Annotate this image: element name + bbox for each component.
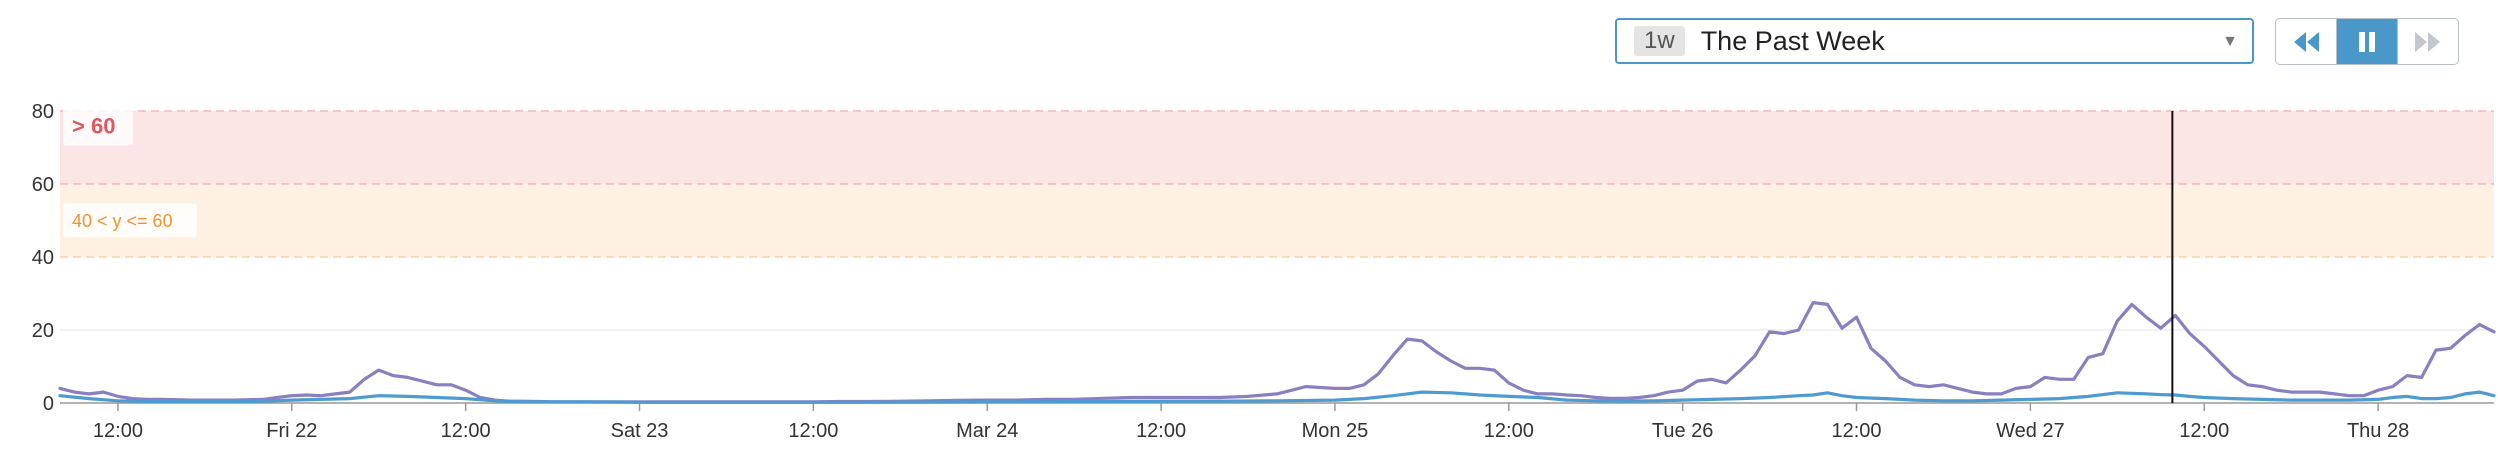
x-tick-label: Mar 24	[956, 420, 1018, 442]
x-tick-label: Sat 23	[611, 420, 669, 442]
x-tick-label: Tue 26	[1652, 420, 1714, 442]
x-tick-label: 12:00	[2179, 420, 2229, 442]
y-tick-label: 80	[32, 101, 54, 123]
y-tick-label: 0	[43, 393, 54, 415]
series-line	[60, 303, 2494, 402]
x-tick-label: 12:00	[1484, 420, 1534, 442]
y-tick-label: 40	[32, 247, 54, 269]
x-tick-label: Wed 27	[1996, 420, 2065, 442]
threshold-band	[60, 184, 2494, 257]
x-tick-label: 12:00	[1136, 420, 1186, 442]
x-tick-label: Thu 28	[2347, 420, 2409, 442]
threshold-label: > 60	[72, 113, 115, 138]
threshold-band	[60, 111, 2494, 184]
threshold-label: 40 < y <= 60	[72, 211, 173, 231]
y-tick-label: 20	[32, 320, 54, 342]
x-tick-label: Mon 25	[1302, 420, 1369, 442]
x-tick-label: Fri 22	[266, 420, 317, 442]
x-tick-label: 12:00	[788, 420, 838, 442]
x-tick-label: 12:00	[441, 420, 491, 442]
y-tick-label: 60	[32, 174, 54, 196]
x-tick-label: 12:00	[1831, 420, 1881, 442]
x-tick-label: 12:00	[93, 420, 143, 442]
